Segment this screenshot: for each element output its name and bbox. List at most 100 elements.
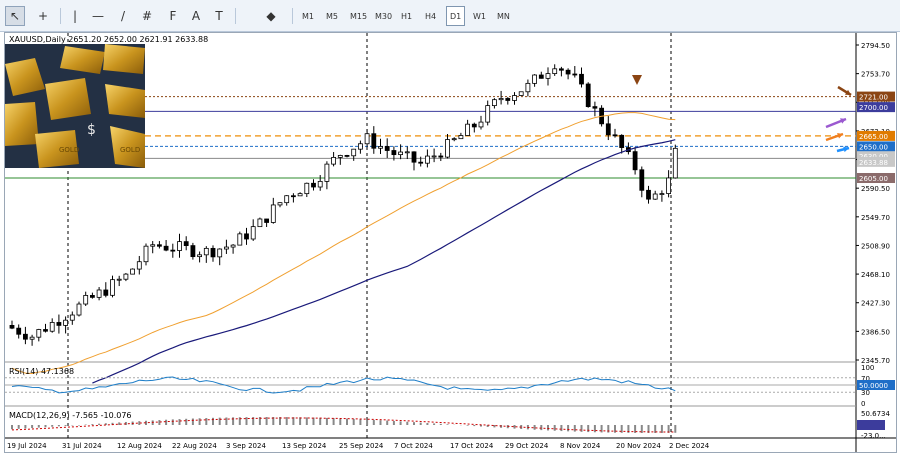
- macd-bar: [91, 424, 94, 425]
- candle-body: [364, 133, 370, 145]
- timeframe-h1[interactable]: H1: [401, 11, 413, 21]
- arrow-blue-icon-head: [843, 146, 849, 153]
- macd-bar: [473, 425, 476, 427]
- gold-bars-thumbnail: GOLD GOLD $: [5, 44, 145, 168]
- price-tick-label: 2590.50: [861, 185, 890, 193]
- symbol-info: XAUUSD,Daily 2651.20 2652.00 2621.91 263…: [9, 35, 209, 44]
- macd-bar: [634, 425, 637, 433]
- timeframe-m1[interactable]: M1: [302, 11, 314, 21]
- candle-body: [290, 195, 296, 198]
- chart-window[interactable]: 2794.502753.702712.902672.102631.302590.…: [4, 32, 897, 453]
- gold-text-1: GOLD: [59, 146, 79, 154]
- candle-body: [559, 68, 564, 71]
- macd-bar: [654, 425, 657, 433]
- macd-bar: [292, 417, 295, 425]
- macd-bar: [44, 425, 47, 428]
- candle-body: [378, 146, 383, 149]
- macd-bar: [232, 417, 235, 425]
- macd-bar: [118, 422, 121, 425]
- macd-bar: [486, 425, 489, 427]
- macd-bar: [433, 423, 436, 425]
- macd-tick: 50.6734: [861, 410, 890, 418]
- candle-body: [337, 155, 343, 158]
- text-label-icon[interactable]: T: [215, 9, 223, 23]
- timeframe-h4[interactable]: H4: [425, 11, 437, 21]
- macd-bar: [426, 422, 429, 425]
- macd-marker: [857, 420, 885, 430]
- macd-bar: [660, 425, 663, 433]
- macd-bar: [587, 425, 590, 433]
- candle-body: [471, 123, 477, 128]
- candle-body: [612, 134, 618, 137]
- candle-body: [36, 329, 42, 338]
- macd-bar: [493, 425, 496, 428]
- timeframe-m30[interactable]: M30: [375, 11, 393, 21]
- trendline-icon[interactable]: /: [120, 9, 126, 23]
- rsi-tick: 0: [861, 400, 865, 408]
- date-label: 12 Aug 2024: [117, 442, 162, 450]
- timeframe-d1[interactable]: D1: [446, 6, 466, 26]
- candle-body: [371, 133, 377, 149]
- fibonacci-icon[interactable]: F: [169, 9, 177, 23]
- timeframe-m15[interactable]: M15: [350, 11, 368, 21]
- macd-bar: [299, 417, 302, 425]
- macd-bar: [218, 417, 221, 425]
- toolbar: ↖ + | — / # F A T ◆ M1 M5 M15 M30 H1 H4 D1 W1 MN: [0, 0, 900, 32]
- candle-body: [518, 91, 524, 96]
- macd-bar: [567, 425, 570, 432]
- macd-bar: [305, 417, 308, 425]
- macd-bar: [580, 425, 583, 432]
- macd-bar: [158, 420, 161, 425]
- macd-bar: [547, 425, 549, 431]
- macd-bar: [272, 417, 275, 425]
- candle-body: [331, 157, 337, 165]
- macd-bar: [212, 417, 214, 425]
- date-label: 20 Nov 2024: [616, 442, 661, 450]
- timeframe-m5[interactable]: M5: [326, 11, 338, 21]
- macd-label: MACD(12,26,9) -7.565 -10.076: [9, 411, 132, 420]
- shapes-icon[interactable]: ◆: [266, 9, 276, 23]
- timeframe-w1[interactable]: W1: [473, 11, 486, 21]
- macd-bar: [185, 418, 188, 425]
- price-tick-label: 2386.50: [861, 328, 890, 336]
- channel-icon[interactable]: #: [141, 9, 153, 23]
- timeframe-mn[interactable]: MN: [497, 11, 510, 21]
- macd-bar: [37, 425, 40, 428]
- candle-body: [324, 163, 330, 182]
- candle-body: [110, 279, 115, 296]
- chart-canvas[interactable]: 2794.502753.702712.902672.102631.302590.…: [5, 33, 896, 452]
- macd-bar: [171, 419, 174, 425]
- candle-body: [357, 143, 363, 150]
- macd-bar: [439, 423, 442, 425]
- horizontal-line-icon[interactable]: —: [92, 9, 104, 23]
- macd-signal-line: [11, 417, 676, 433]
- candle-body: [244, 233, 249, 240]
- crosshair-icon[interactable]: +: [37, 9, 49, 23]
- price-tick-label: 2549.70: [861, 214, 890, 222]
- text-icon[interactable]: A: [191, 9, 201, 23]
- macd-bar: [480, 425, 482, 427]
- candle-body: [197, 254, 203, 258]
- price-marker: [857, 130, 895, 141]
- macd-bar: [11, 425, 13, 430]
- candle-body: [257, 218, 263, 228]
- date-label: 29 Oct 2024: [505, 442, 549, 450]
- candle-body: [424, 155, 430, 164]
- vertical-line-icon[interactable]: |: [72, 9, 78, 23]
- macd-bar: [413, 422, 415, 425]
- macd-bar: [98, 423, 101, 425]
- macd-bar: [513, 425, 516, 429]
- cursor-icon[interactable]: ↖: [5, 6, 25, 26]
- price-tick-label: 2794.50: [861, 42, 890, 50]
- rsi-tick: 100: [861, 364, 874, 372]
- macd-bar: [252, 417, 255, 425]
- candle-body: [391, 150, 397, 156]
- candle-body: [538, 74, 544, 79]
- macd-bar: [593, 425, 596, 433]
- candle-body: [237, 233, 243, 246]
- macd-bar: [560, 425, 563, 432]
- candle-body: [659, 193, 665, 195]
- macd-bar: [352, 418, 355, 425]
- macd-bar: [205, 418, 208, 425]
- candle-body: [317, 180, 323, 188]
